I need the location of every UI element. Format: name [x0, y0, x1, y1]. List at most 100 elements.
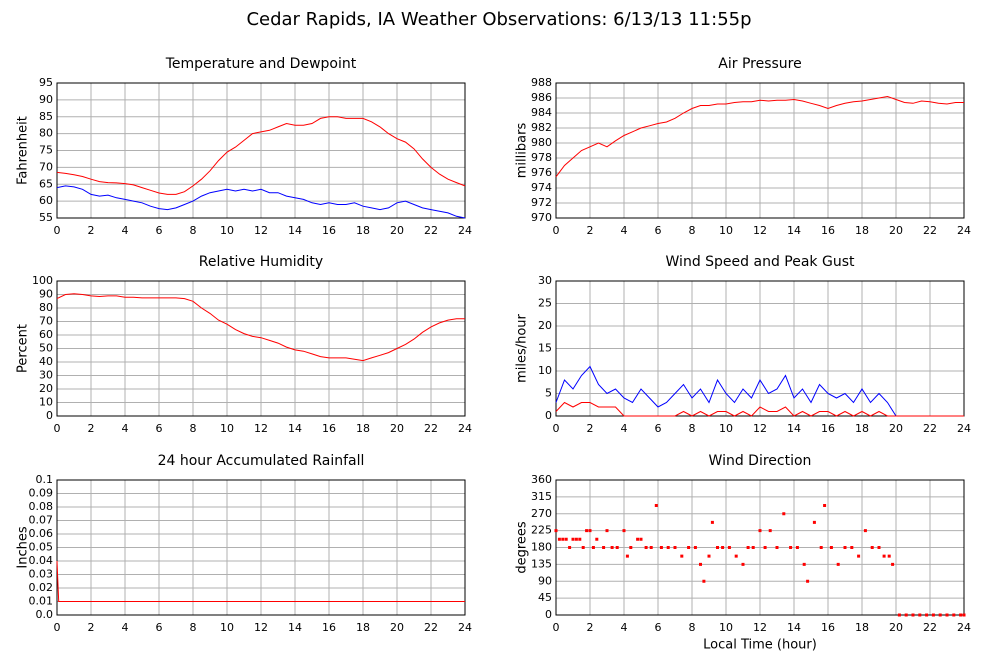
chart-title: Wind Direction	[709, 453, 812, 469]
y-tick-label: 0.08	[29, 500, 54, 513]
data-point	[897, 613, 901, 617]
y-tick-label: 95	[39, 76, 53, 89]
y-tick-label: 972	[531, 196, 552, 209]
x-tick-label: 14	[787, 621, 801, 634]
x-tick-label: 6	[156, 621, 163, 634]
data-point	[843, 546, 847, 549]
y-tick-label: 0	[545, 608, 552, 621]
data-point	[644, 546, 648, 549]
x-tick-label: 12	[753, 621, 767, 634]
x-tick-label: 2	[88, 621, 95, 634]
data-point	[959, 613, 963, 617]
data-point	[571, 537, 575, 541]
y-axis-label: Fahrenheit	[16, 116, 31, 185]
y-tick-label: 55	[39, 211, 53, 224]
y-tick-label: 0	[46, 409, 53, 422]
data-point	[554, 529, 558, 533]
y-tick-label: 180	[531, 541, 552, 554]
y-tick-label: 80	[39, 301, 53, 314]
x-tick-label: 18	[356, 621, 370, 634]
data-point	[962, 613, 966, 617]
y-tick-label: 20	[538, 319, 552, 332]
x-tick-label: 0	[553, 621, 560, 634]
x-tick-label: 4	[122, 621, 129, 634]
y-tick-label: 45	[538, 591, 552, 604]
data-point	[636, 537, 640, 541]
data-point	[763, 546, 767, 549]
x-tick-label: 8	[190, 224, 197, 237]
x-tick-label: 2	[587, 621, 594, 634]
x-tick-label: 14	[288, 422, 302, 435]
x-tick-label: 18	[855, 621, 869, 634]
data-point	[741, 562, 745, 566]
y-tick-label: 974	[531, 181, 552, 194]
x-tick-label: 14	[787, 422, 801, 435]
data-point	[945, 613, 949, 617]
data-point	[727, 546, 731, 549]
chart-title: Temperature and Dewpoint	[165, 56, 357, 72]
data-point	[578, 537, 582, 541]
x-tick-label: 22	[424, 621, 438, 634]
x-tick-label: 24	[458, 621, 472, 634]
y-tick-label: 90	[538, 574, 552, 587]
x-tick-label: 20	[390, 422, 404, 435]
y-tick-label: 986	[531, 91, 552, 104]
data-point	[605, 529, 609, 533]
data-point	[707, 554, 711, 558]
x-tick-label: 0	[54, 224, 61, 237]
data-line	[555, 95, 964, 178]
x-tick-label: 8	[689, 422, 696, 435]
data-point	[581, 546, 585, 549]
data-point	[870, 546, 874, 549]
data-point	[789, 546, 793, 549]
y-tick-label: 70	[39, 315, 53, 328]
data-point	[836, 562, 840, 566]
data-point	[925, 613, 929, 617]
data-line	[56, 185, 466, 219]
x-tick-label: 0	[54, 422, 61, 435]
data-point	[639, 537, 643, 541]
y-tick-label: 988	[531, 76, 552, 89]
x-tick-label: 24	[458, 422, 472, 435]
data-point	[585, 529, 589, 533]
x-tick-label: 20	[889, 422, 903, 435]
data-point	[904, 613, 908, 617]
y-tick-label: 0.04	[29, 554, 54, 567]
plot-border	[56, 479, 466, 616]
x-tick-label: 0	[54, 621, 61, 634]
x-axis-label: Local Time (hour)	[703, 638, 817, 653]
x-tick-label: 18	[356, 224, 370, 237]
data-point	[615, 546, 619, 549]
y-tick-label: 60	[39, 194, 53, 207]
y-tick-label: 0.06	[29, 527, 54, 540]
y-tick-label: 75	[39, 144, 53, 157]
x-tick-label: 22	[923, 422, 937, 435]
data-point	[574, 537, 578, 541]
data-point	[680, 554, 684, 558]
data-point	[882, 554, 886, 558]
chart-title: Air Pressure	[718, 56, 801, 72]
data-point	[625, 554, 629, 558]
x-tick-label: 18	[356, 422, 370, 435]
x-tick-label: 12	[254, 224, 268, 237]
data-point	[649, 546, 653, 549]
y-axis-label: miles/hour	[515, 313, 530, 382]
y-axis-label: Inches	[16, 526, 31, 568]
plot-border	[555, 280, 965, 417]
x-tick-label: 16	[322, 224, 336, 237]
y-tick-label: 980	[531, 136, 552, 149]
y-tick-label: 976	[531, 166, 552, 179]
data-point	[622, 529, 626, 533]
x-tick-label: 24	[957, 224, 971, 237]
data-point	[654, 504, 658, 507]
data-point	[802, 562, 806, 566]
data-point	[557, 537, 561, 541]
y-tick-label: 270	[531, 507, 552, 520]
x-tick-label: 10	[719, 224, 733, 237]
y-tick-label: 970	[531, 211, 552, 224]
data-line	[56, 560, 465, 602]
page-title: Cedar Rapids, IA Weather Observations: 6…	[246, 9, 751, 30]
x-tick-label: 24	[957, 422, 971, 435]
y-tick-label: 0.09	[29, 487, 54, 500]
x-tick-label: 16	[821, 422, 835, 435]
